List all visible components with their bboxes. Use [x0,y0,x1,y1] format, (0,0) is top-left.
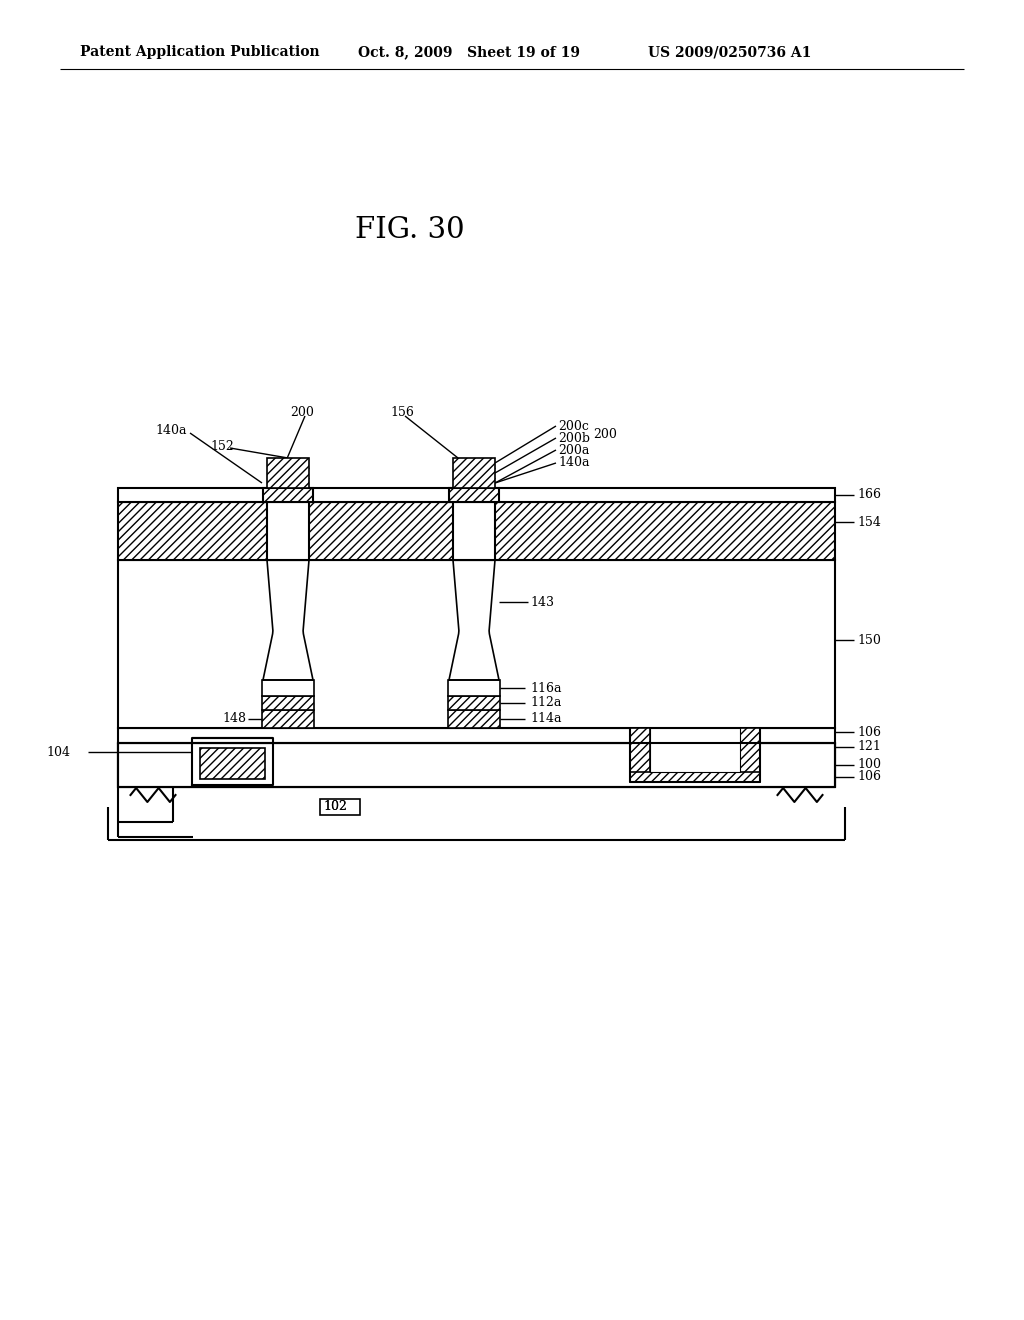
Text: 154: 154 [857,516,881,528]
Text: 200: 200 [290,407,314,420]
Bar [118,502,835,560]
Text: 150: 150 [857,634,881,647]
Text: 116a: 116a [530,681,561,694]
Text: 156: 156 [390,407,414,420]
Bar [630,729,650,781]
Text: 140a: 140a [155,424,186,437]
Text: 200: 200 [593,429,616,441]
Bar [262,696,314,710]
Bar [118,560,835,729]
Bar [118,729,835,743]
Text: 112a: 112a [530,697,561,710]
Bar [650,729,740,772]
Text: 102: 102 [323,800,347,813]
Bar [118,743,835,787]
Bar [262,680,314,696]
Text: 200c: 200c [558,420,589,433]
Text: 100: 100 [857,759,881,771]
Bar [267,458,309,488]
Bar [449,680,500,696]
Text: 106: 106 [857,771,881,784]
Bar [200,748,265,779]
Bar [263,488,313,502]
Text: 121: 121 [857,741,881,754]
Bar [453,502,495,560]
Text: Patent Application Publication: Patent Application Publication [80,45,319,59]
Text: 200b: 200b [558,432,590,445]
Bar [630,772,760,781]
Bar [740,729,760,781]
Bar [449,710,500,729]
Text: US 2009/0250736 A1: US 2009/0250736 A1 [648,45,811,59]
Bar [118,743,835,787]
Text: 106: 106 [857,726,881,738]
Text: 140a: 140a [558,457,590,470]
Bar [267,502,309,560]
Bar [449,488,499,502]
Text: 114a: 114a [530,713,561,726]
Bar [319,799,360,814]
Bar [262,710,314,729]
Text: FIG. 30: FIG. 30 [355,216,465,244]
Text: 102: 102 [323,800,347,813]
Text: 200a: 200a [558,444,590,457]
Bar [453,458,495,488]
Bar [449,696,500,710]
Text: 166: 166 [857,488,881,502]
Text: 148: 148 [222,713,246,726]
Bar [118,488,835,502]
Text: 143: 143 [530,595,554,609]
Text: 104: 104 [46,746,70,759]
Text: 152: 152 [210,440,233,453]
Text: Oct. 8, 2009   Sheet 19 of 19: Oct. 8, 2009 Sheet 19 of 19 [358,45,580,59]
